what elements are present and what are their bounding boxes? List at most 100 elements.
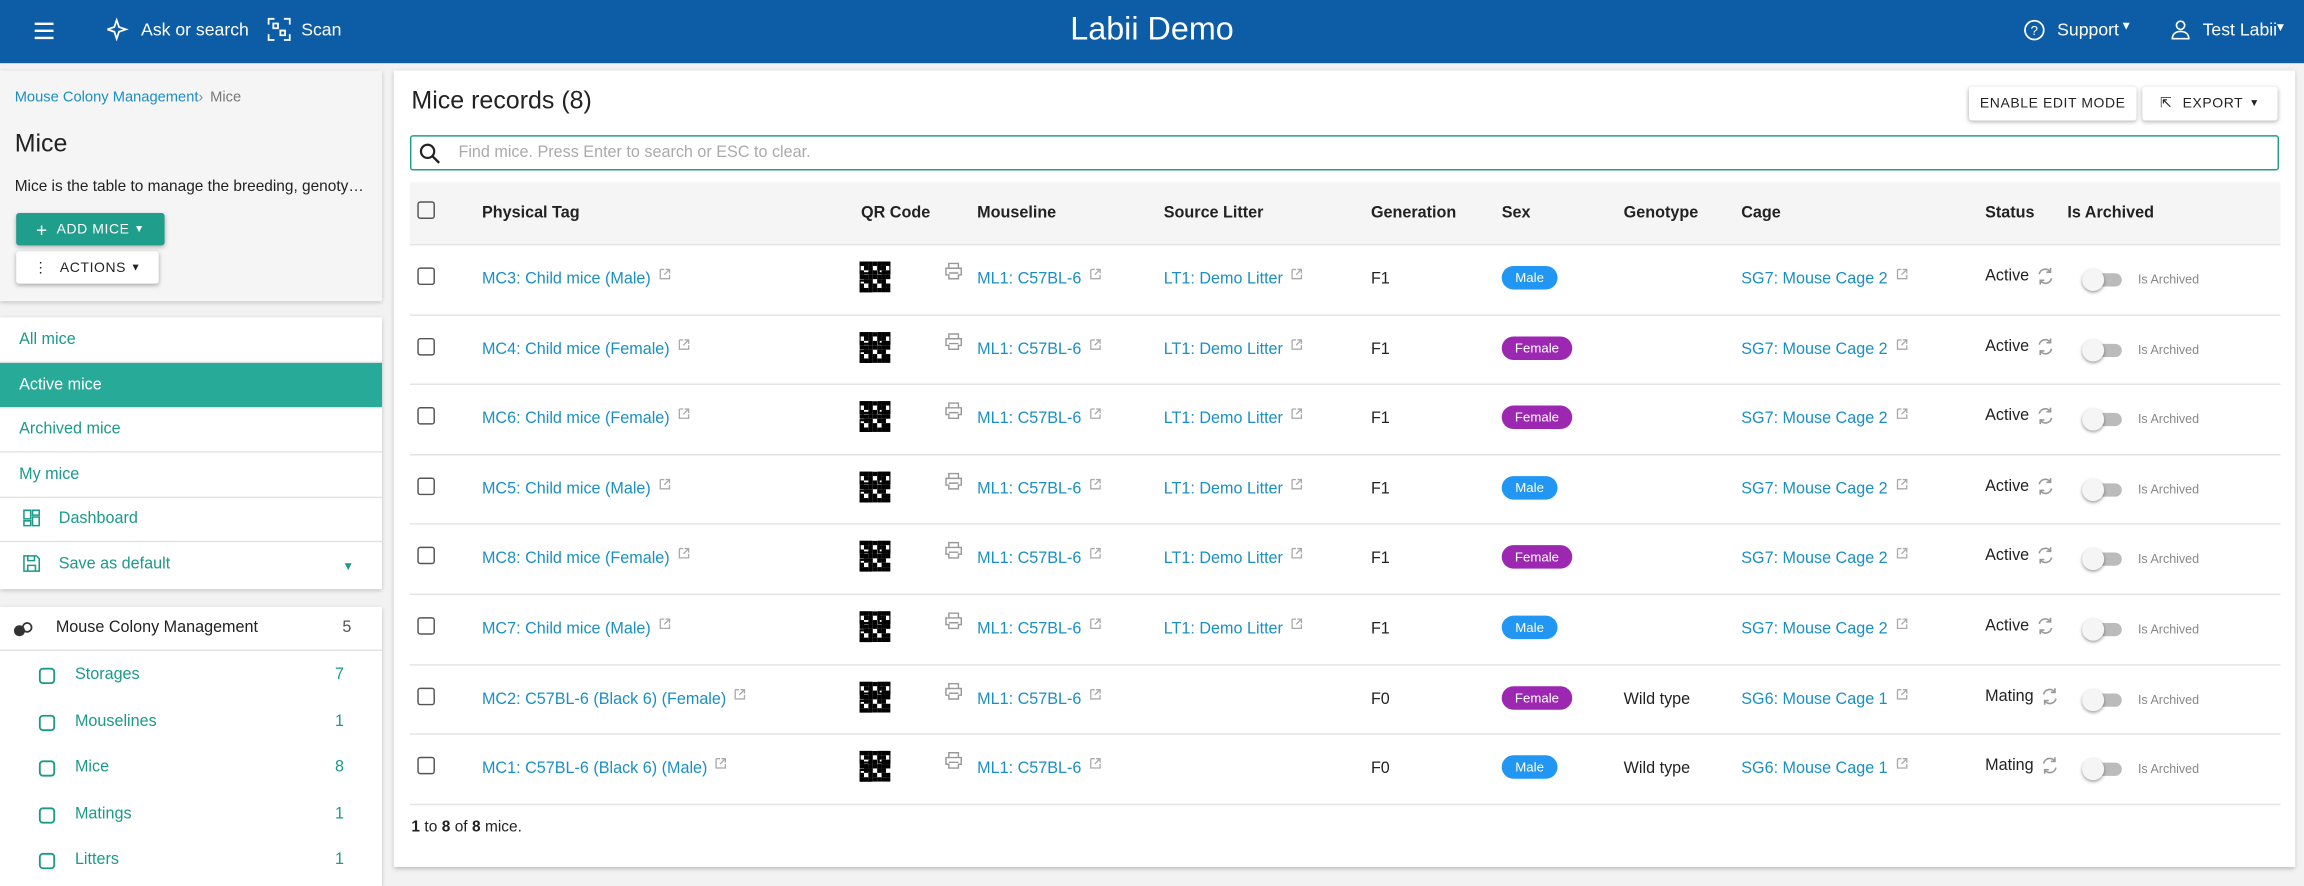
scan-icon[interactable] <box>267 17 291 42</box>
row-checkbox[interactable] <box>417 757 435 775</box>
qr-code[interactable] <box>858 610 892 644</box>
select-all[interactable] <box>417 201 435 219</box>
print-icon[interactable] <box>943 401 964 420</box>
qr-code[interactable] <box>858 260 892 294</box>
mouseline-link[interactable]: ML1: C57BL-6 <box>977 270 1082 289</box>
external-link-icon[interactable] <box>1290 477 1303 490</box>
tag-link[interactable]: MC2: C57BL-6 (Black 6) (Female) <box>481 690 727 708</box>
column-header[interactable]: Physical Tag <box>481 204 580 222</box>
litter-link[interactable]: LT1: Demo Litter <box>1163 620 1283 638</box>
refresh-icon[interactable] <box>2035 476 2056 497</box>
refresh-icon[interactable] <box>2040 756 2061 777</box>
litter-link[interactable]: LT1: Demo Litter <box>1163 410 1283 428</box>
add-button[interactable]: + ADD MICE ▼ <box>16 213 165 246</box>
external-link-icon[interactable] <box>1290 547 1303 560</box>
row-checkbox[interactable] <box>417 407 435 425</box>
tag-link[interactable]: MC6: Child mice (Female) <box>481 410 670 428</box>
nav-item[interactable]: Storages <box>74 665 140 684</box>
scan-button[interactable]: Scan <box>301 19 342 40</box>
print-icon[interactable] <box>943 541 964 560</box>
external-link-icon[interactable] <box>1290 617 1303 630</box>
external-link-icon[interactable] <box>1896 617 1909 630</box>
row-checkbox[interactable] <box>417 477 435 495</box>
nav-item[interactable]: Matings <box>74 804 132 823</box>
refresh-icon[interactable] <box>2035 616 2056 637</box>
mouseline-link[interactable]: ML1: C57BL-6 <box>977 340 1082 358</box>
external-link-icon[interactable] <box>733 687 746 700</box>
cage-link[interactable]: SG7: Mouse Cage 2 <box>1741 270 1888 289</box>
column-header[interactable]: Source Litter <box>1163 204 1264 222</box>
external-link-icon[interactable] <box>658 477 671 490</box>
qr-code[interactable] <box>858 540 892 574</box>
column-header[interactable]: Genotype <box>1623 204 1699 222</box>
cage-link[interactable]: SG7: Mouse Cage 2 <box>1741 620 1888 638</box>
nav-title[interactable]: Mouse Colony Management <box>55 618 258 637</box>
print-icon[interactable] <box>943 331 964 350</box>
tag-link[interactable]: MC7: Child mice (Male) <box>481 620 651 638</box>
row-checkbox[interactable] <box>417 267 435 286</box>
external-link-icon[interactable] <box>1089 617 1102 630</box>
row-checkbox[interactable] <box>417 617 435 635</box>
qr-code[interactable] <box>858 750 892 784</box>
refresh-icon[interactable] <box>2035 406 2056 427</box>
tag-link[interactable]: MC4: Child mice (Female) <box>481 340 670 358</box>
refresh-icon[interactable] <box>2040 686 2061 707</box>
external-link-icon[interactable] <box>1089 337 1102 350</box>
column-header[interactable]: Generation <box>1370 204 1457 222</box>
external-link-icon[interactable] <box>677 407 690 420</box>
actions-button[interactable]: ⋮ ACTIONS ▼ <box>16 251 159 284</box>
external-link-icon[interactable] <box>658 617 671 630</box>
external-link-icon[interactable] <box>1896 267 1909 280</box>
tag-link[interactable]: MC1: C57BL-6 (Black 6) (Male) <box>481 759 708 778</box>
qr-code[interactable] <box>858 470 892 504</box>
litter-link[interactable]: LT1: Demo Litter <box>1163 270 1283 289</box>
search-box[interactable] <box>409 135 2280 171</box>
breadcrumb-link[interactable]: Mouse Colony Management <box>14 89 199 106</box>
print-icon[interactable] <box>943 681 964 700</box>
print-icon[interactable] <box>943 471 964 490</box>
cage-link[interactable]: SG6: Mouse Cage 1 <box>1741 759 1888 778</box>
mouseline-link[interactable]: ML1: C57BL-6 <box>977 550 1082 568</box>
mouseline-link[interactable]: ML1: C57BL-6 <box>977 759 1082 778</box>
cage-link[interactable]: SG7: Mouse Cage 2 <box>1741 340 1888 358</box>
external-link-icon[interactable] <box>1089 757 1102 770</box>
refresh-icon[interactable] <box>2035 336 2056 357</box>
external-link-icon[interactable] <box>1896 407 1909 420</box>
user-menu[interactable]: Test Labii <box>2202 19 2278 40</box>
cage-link[interactable]: SG6: Mouse Cage 1 <box>1741 690 1888 708</box>
external-link-icon[interactable] <box>1290 337 1303 350</box>
edit-mode-button[interactable]: ENABLE EDIT MODE <box>1968 86 2137 121</box>
nav-item[interactable]: Litters <box>74 850 119 869</box>
external-link-icon[interactable] <box>1089 407 1102 420</box>
print-icon[interactable] <box>943 611 964 630</box>
refresh-icon[interactable] <box>2035 266 2056 287</box>
external-link-icon[interactable] <box>677 547 690 560</box>
external-link-icon[interactable] <box>677 337 690 350</box>
qr-code[interactable] <box>858 330 892 364</box>
nav-item[interactable]: Mouselines <box>74 711 157 730</box>
column-header[interactable]: QR Code <box>861 204 931 222</box>
column-header[interactable]: Is Archived <box>2067 204 2154 222</box>
row-checkbox[interactable] <box>417 337 435 355</box>
view-item[interactable]: Active mice <box>19 375 102 394</box>
external-link-icon[interactable] <box>1089 687 1102 700</box>
support-menu[interactable]: Support <box>2057 19 2119 40</box>
external-link-icon[interactable] <box>1089 477 1102 490</box>
column-header[interactable]: Status <box>1985 204 2035 222</box>
cage-link[interactable]: SG7: Mouse Cage 2 <box>1741 480 1888 498</box>
menu-icon[interactable] <box>32 19 56 43</box>
external-link-icon[interactable] <box>658 267 671 280</box>
tag-link[interactable]: MC8: Child mice (Female) <box>481 550 670 568</box>
mouseline-link[interactable]: ML1: C57BL-6 <box>977 480 1082 498</box>
external-link-icon[interactable] <box>1896 477 1909 490</box>
litter-link[interactable]: LT1: Demo Litter <box>1163 340 1283 358</box>
external-link-icon[interactable] <box>1290 267 1303 280</box>
qr-code[interactable] <box>858 400 892 434</box>
external-link-icon[interactable] <box>1896 547 1909 560</box>
column-header[interactable]: Mouseline <box>977 204 1057 222</box>
tag-link[interactable]: MC3: Child mice (Male) <box>481 270 651 289</box>
litter-link[interactable]: LT1: Demo Litter <box>1163 550 1283 568</box>
ask-icon[interactable] <box>104 17 131 42</box>
row-checkbox[interactable] <box>417 687 435 705</box>
litter-link[interactable]: LT1: Demo Litter <box>1163 480 1283 498</box>
